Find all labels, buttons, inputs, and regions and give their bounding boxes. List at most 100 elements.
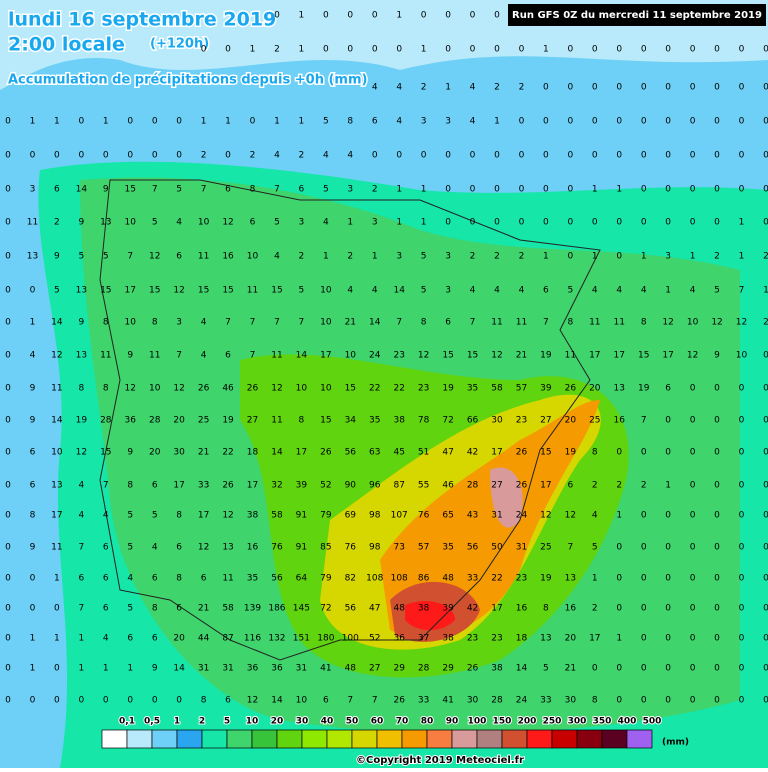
- grid-value: 0: [690, 543, 696, 553]
- legend-label: 50: [346, 717, 359, 727]
- grid-value: 13: [565, 574, 576, 584]
- legend-swatch: [601, 729, 628, 749]
- grid-value: 26: [516, 481, 528, 491]
- grid-value: 0: [690, 218, 696, 228]
- grid-value: 1: [665, 481, 671, 491]
- grid-value: 8: [592, 696, 598, 706]
- grid-value: 7: [567, 543, 573, 553]
- grid-value: 11: [516, 318, 527, 328]
- grid-value: 2: [201, 151, 207, 161]
- legend-unit: (mm): [662, 738, 689, 748]
- grid-value: 2: [299, 252, 305, 262]
- grid-value: 6: [127, 634, 133, 644]
- grid-value: 8: [103, 318, 109, 328]
- grid-value: 0: [763, 664, 768, 674]
- grid-value: 1: [347, 218, 353, 228]
- grid-value: 2: [494, 83, 500, 93]
- grid-value: 0: [690, 511, 696, 521]
- grid-value: 0: [739, 448, 745, 458]
- grid-value: 10: [125, 218, 137, 228]
- grid-value: 6: [543, 286, 549, 296]
- grid-value: 0: [5, 384, 11, 394]
- grid-value: 5: [176, 185, 182, 195]
- grid-value: 25: [589, 416, 600, 426]
- grid-value: 0: [30, 151, 36, 161]
- grid-value: 21: [565, 664, 576, 674]
- grid-value: 0: [323, 11, 329, 21]
- grid-value: 11: [614, 318, 625, 328]
- grid-value: 0: [641, 543, 647, 553]
- grid-value: 11: [149, 351, 160, 361]
- grid-value: 8: [421, 318, 427, 328]
- grid-value: 0: [739, 117, 745, 127]
- grid-value: 7: [347, 696, 353, 706]
- grid-value: 9: [103, 185, 109, 195]
- grid-value: 0: [763, 604, 768, 614]
- grid-value: 0: [445, 185, 451, 195]
- grid-value: 14: [271, 448, 283, 458]
- grid-value: 72: [442, 416, 453, 426]
- grid-value: 1: [274, 117, 280, 127]
- grid-value: 1: [592, 185, 598, 195]
- legend-label: 250: [543, 717, 562, 727]
- grid-value: 1: [396, 11, 402, 21]
- grid-value: 0: [690, 448, 696, 458]
- grid-value: 34: [345, 416, 357, 426]
- grid-value: 14: [51, 416, 63, 426]
- legend-swatch: [151, 729, 178, 749]
- grid-value: 17: [125, 286, 136, 296]
- grid-value: 66: [467, 416, 479, 426]
- grid-value: 0: [714, 664, 720, 674]
- grid-value: 186: [268, 604, 285, 614]
- grid-value: 4: [494, 286, 500, 296]
- legend-swatch: [126, 729, 153, 749]
- grid-value: 17: [540, 481, 551, 491]
- grid-value: 24: [516, 511, 528, 521]
- grid-value: 13: [614, 384, 625, 394]
- legend-swatch: [451, 729, 478, 749]
- grid-value: 1: [299, 117, 305, 127]
- grid-value: 7: [201, 185, 207, 195]
- grid-value: 107: [391, 511, 408, 521]
- grid-value: 0: [739, 696, 745, 706]
- grid-value: 0: [592, 83, 598, 93]
- grid-value: 8: [592, 448, 598, 458]
- grid-value: 38: [491, 664, 503, 674]
- grid-value: 12: [173, 384, 184, 394]
- grid-value: 32: [271, 481, 282, 491]
- grid-value: 98: [369, 511, 381, 521]
- grid-value: 0: [665, 83, 671, 93]
- grid-value: 0: [103, 696, 109, 706]
- grid-value: 20: [173, 634, 185, 644]
- grid-value: 8: [347, 117, 353, 127]
- grid-value: 2: [592, 604, 598, 614]
- grid-value: 0: [616, 574, 622, 584]
- grid-value: 2: [494, 252, 500, 262]
- grid-value: 12: [149, 252, 160, 262]
- grid-value: 8: [641, 318, 647, 328]
- grid-value: 7: [396, 318, 402, 328]
- grid-value: 0: [665, 448, 671, 458]
- legend-swatch: [376, 729, 403, 749]
- grid-value: 0: [763, 185, 768, 195]
- grid-value: 38: [393, 416, 405, 426]
- grid-value: 6: [103, 604, 109, 614]
- grid-value: 1: [250, 45, 256, 55]
- grid-value: 76: [345, 543, 357, 553]
- grid-value: 4: [641, 286, 647, 296]
- grid-value: 0: [567, 151, 573, 161]
- legend-label: 10: [246, 717, 259, 727]
- grid-value: 2: [470, 252, 476, 262]
- grid-value: 0: [714, 634, 720, 644]
- grid-value: 26: [320, 448, 332, 458]
- grid-value: 0: [714, 574, 720, 584]
- grid-value: 21: [345, 318, 356, 328]
- grid-value: 27: [247, 416, 258, 426]
- legend-swatch: [226, 729, 253, 749]
- grid-value: 4: [396, 83, 402, 93]
- grid-value: 4: [176, 218, 182, 228]
- grid-value: 9: [152, 664, 158, 674]
- grid-value: 15: [442, 351, 453, 361]
- legend-swatch: [626, 729, 653, 749]
